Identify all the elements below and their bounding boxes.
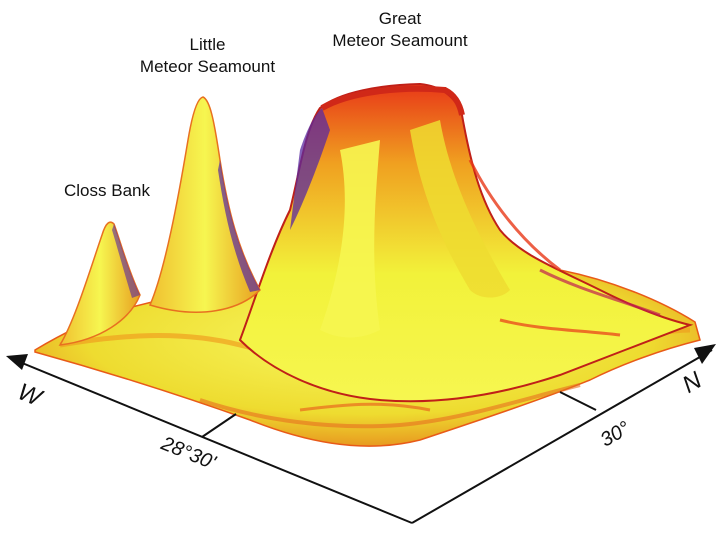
west-direction-label: W [14, 378, 47, 412]
great-meteor-label-line2: Meteor Seamount [332, 31, 468, 50]
latitude-tick-mark [559, 391, 597, 411]
longitude-tick-mark [201, 413, 237, 438]
north-axis-line [411, 349, 713, 524]
great-meteor-flank-streak [539, 268, 661, 317]
great-meteor-flank-streak [499, 318, 621, 337]
north-direction-label: N [678, 366, 707, 398]
west-axis-arrow-icon [6, 354, 28, 370]
little-meteor-label: Little Meteor Seamount [120, 34, 295, 78]
great-meteor-shadow [290, 108, 330, 230]
great-meteor-channel [410, 120, 510, 298]
longitude-tick-label: 28°30' [157, 432, 219, 474]
great-meteor-label: Great Meteor Seamount [310, 8, 490, 52]
seafloor-contour-band [199, 383, 581, 429]
closs-bank-shadow [112, 224, 140, 298]
great-meteor-label-line1: Great [378, 9, 422, 28]
north-axis-arrow-icon [694, 344, 716, 364]
latitude-tick-label: 30° [597, 417, 634, 451]
little-meteor-shadow [218, 160, 260, 292]
little-meteor-seamount [148, 96, 261, 313]
great-meteor-flank-streak [468, 159, 561, 272]
great-meteor-summit-ridge [320, 85, 465, 116]
west-axis-line [9, 357, 413, 524]
closs-bank-label: Closs Bank [52, 180, 162, 202]
little-meteor-label-line2: Meteor Seamount [139, 57, 276, 76]
great-meteor-channel [320, 140, 380, 338]
closs-bank-label-text: Closs Bank [64, 181, 150, 200]
little-meteor-label-line1: Little [189, 35, 226, 54]
seafloor-contour-band [299, 402, 431, 412]
